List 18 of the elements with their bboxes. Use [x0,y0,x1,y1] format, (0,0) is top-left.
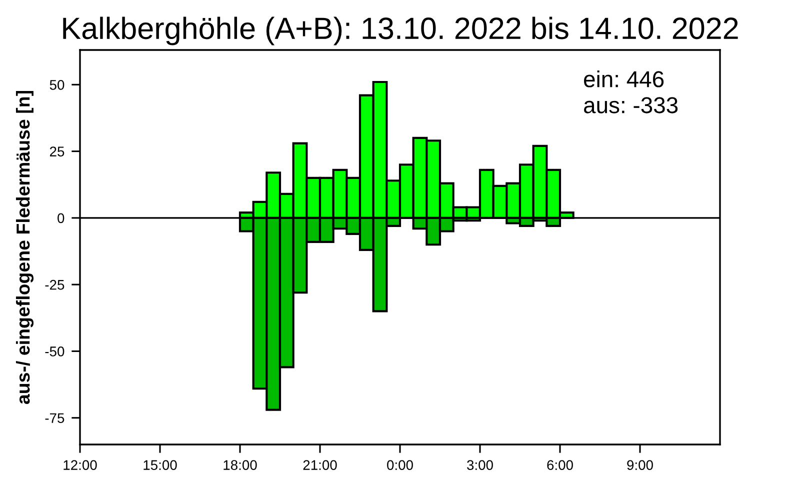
annotation: aus: -333 [584,97,678,114]
y-tick-label: -75 [45,413,64,424]
chart-title: Kalkberghöhle (A+B): 13.10. 2022 bis 14.10. 2022 [63,16,738,46]
x-tick-label: 15:00 [144,460,177,470]
x-tick-label: 3:00 [467,460,493,470]
y-tick-label: 50 [50,80,64,90]
x-tick-label: 18:00 [224,460,257,470]
y-tick-label: -50 [45,346,64,356]
y-tick-label: 0 [58,213,64,224]
x-tick-label: 21:00 [303,460,337,470]
x-tick-label: 9:00 [627,460,653,470]
x-tick-label: 6:00 [547,460,573,470]
y-axis-title: aus-/ eingeflogene Fledermäuse [n] [16,90,34,404]
y-tick-label: 25 [50,146,64,156]
y-tick-label: -25 [45,280,64,290]
x-tick-label: 12:00 [64,460,97,470]
x-tick-label: 0:00 [387,460,413,470]
annotation: ein: 446 [584,70,664,88]
